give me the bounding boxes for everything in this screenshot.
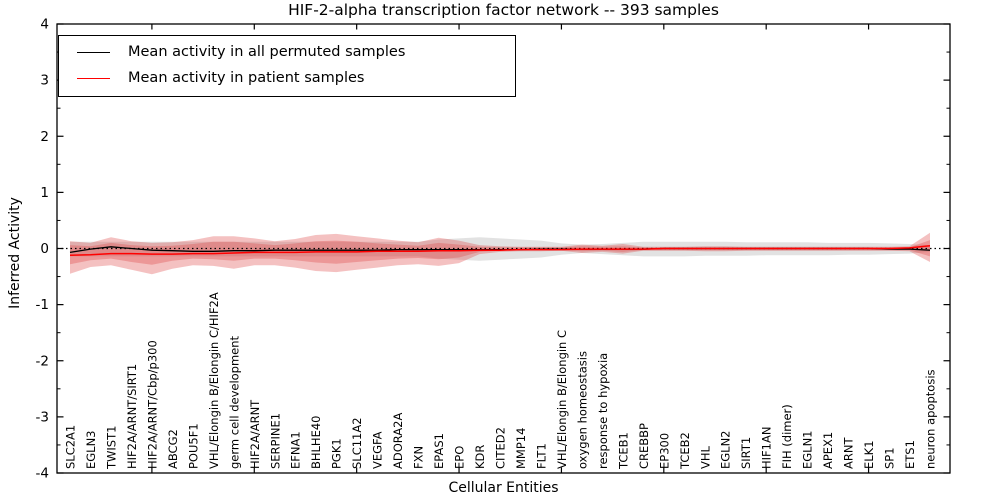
x-category-label: EP300 [657,433,671,469]
x-category-label: APEX1 [821,432,835,469]
x-category-label: EGLN2 [719,430,733,469]
x-category-label: SLC2A1 [64,425,78,469]
x-category-label: TWIST1 [104,426,118,470]
x-category-label: TCEB2 [678,432,692,470]
x-category-label: CREBBP [637,423,651,469]
x-category-label: ABCG2 [166,429,180,469]
legend-label-patient: Mean activity in patient samples [128,70,365,87]
x-category-label: CITED2 [494,427,508,469]
patient-samples-band-outer-area [70,232,930,275]
legend: Mean activity in all permuted samples Me… [58,35,516,97]
x-category-label: VEGFA [371,431,385,469]
x-category-label: EGLN1 [801,430,815,469]
x-category-label: FIH (dimer) [780,404,794,469]
x-category-label: FXN [412,446,426,469]
y-tick-label: 1 [40,185,49,201]
y-tick-label: -3 [36,409,49,425]
x-category-label: PGK1 [330,438,344,469]
x-category-label: neuron apoptosis [924,369,938,469]
x-category-label: ETS1 [903,440,917,469]
x-category-label: EGLN3 [84,430,98,469]
x-category-label: BHLHE40 [309,416,323,470]
y-tick-label: 0 [40,241,49,257]
legend-item-patient: Mean activity in patient samples [59,70,515,87]
legend-label-permuted: Mean activity in all permuted samples [128,44,406,61]
x-category-label: EPO [453,446,467,469]
x-category-label: VHL/Elongin B/Elongin C [555,330,569,469]
x-category-label: VHL/Elongin B/Elongin C/HIF2A [207,292,221,469]
legend-item-permuted: Mean activity in all permuted samples [59,44,515,61]
x-category-label: KDR [473,445,487,469]
x-category-label: HIF2A/ARNT [248,399,262,469]
x-category-label: SP1 [883,447,897,469]
x-category-label: ARNT [842,437,856,469]
x-category-label: MMP14 [514,428,528,469]
x-category-label: SIRT1 [739,437,753,469]
chart-title: HIF-2-alpha transcription factor network… [288,1,719,19]
x-category-label: SLC11A2 [350,417,364,469]
x-category-label: oxygen homeostasis [575,351,589,469]
y-tick-label: -2 [36,353,49,369]
x-category-label: TCEB1 [616,432,630,470]
x-category-label: ADORA2A [391,413,405,469]
y-axis-label: Inferred Activity [7,197,23,309]
series-line-patient [69,244,931,256]
y-tick-label: -1 [36,297,49,313]
x-category-label: SERPINE1 [268,413,282,469]
x-category-label: EFNA1 [289,431,303,469]
y-tick-label: 2 [40,129,49,145]
x-category-label: VHL [698,445,712,469]
x-category-label: ELK1 [862,440,876,469]
patient-line-swatch [77,78,110,80]
x-category-label: EPAS1 [432,433,446,469]
x-category-label: HIF2A/ARNT/Cbp/p300 [145,340,159,469]
y-tick-label: 4 [40,17,49,33]
x-category-label: response to hypoxia [596,353,610,469]
patient-samples-band-inner-area [70,240,930,265]
x-category-label: POU5F1 [186,423,200,469]
x-category-label: HIF1AN [760,427,774,469]
x-category-label: HIF2A/ARNT/SIRT1 [125,364,139,469]
permuted-line-swatch [77,52,110,54]
y-tick-label: -4 [36,466,49,482]
y-tick-label: 3 [40,73,49,89]
x-category-label: FLT1 [534,443,548,469]
x-category-label: germ cell development [227,335,241,469]
x-axis-label: Cellular Entities [448,480,559,496]
